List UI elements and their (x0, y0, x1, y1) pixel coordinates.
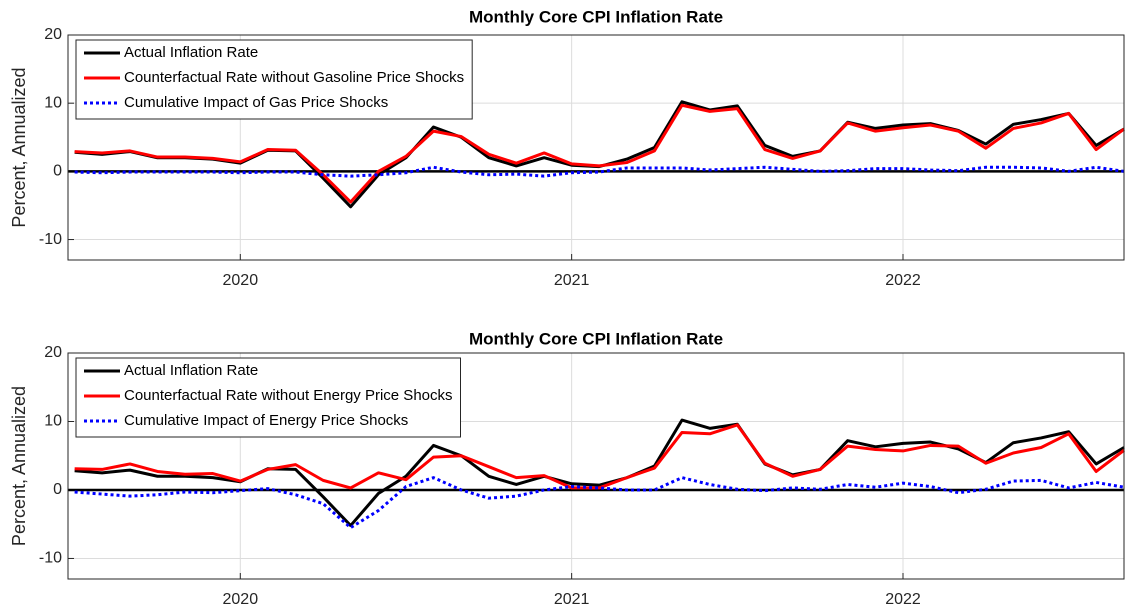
y-axis-label: Percent, Annualized (9, 67, 29, 227)
legend-box (75, 39, 473, 120)
legend-label: Cumulative Impact of Energy Price Shocks (124, 412, 408, 429)
legend-label: Counterfactual Rate without Energy Price… (124, 387, 453, 404)
y-tick-label: -10 (39, 231, 62, 248)
series-line (74, 423, 1125, 490)
legend-label: Cumulative Impact of Gas Price Shocks (124, 94, 388, 111)
x-tick-label: 2022 (885, 272, 921, 289)
x-tick-label: 2021 (554, 591, 590, 608)
y-tick-label: 0 (53, 163, 62, 180)
x-tick-label: 2020 (223, 591, 259, 608)
chart-title: Monthly Core CPI Inflation Rate (469, 329, 723, 348)
legend-label: Counterfactual Rate without Gasoline Pri… (124, 69, 464, 86)
y-tick-label: -10 (39, 550, 62, 567)
y-tick-label: 20 (44, 26, 62, 43)
legend-label: Actual Inflation Rate (124, 362, 258, 379)
x-tick-label: 2022 (885, 591, 921, 608)
legend: Actual Inflation Rate Counterfactual Rate… (75, 39, 473, 120)
legend: Actual Inflation Rate Counterfactual Rate… (75, 357, 461, 438)
series-line (74, 476, 1125, 530)
series-line (74, 165, 1125, 178)
legend-label: Actual Inflation Rate (124, 44, 258, 61)
legend-box (75, 357, 461, 438)
series-line (74, 103, 1125, 204)
chart-title: Monthly Core CPI Inflation Rate (469, 7, 723, 26)
x-tick-label: 2021 (554, 272, 590, 289)
plot: Monthly Core CPI Inflation Rate Percent, … (9, 329, 1125, 608)
y-tick-label: 10 (44, 413, 62, 430)
x-tick-label: 2020 (223, 272, 259, 289)
y-axis-label: Percent, Annualized (9, 386, 29, 546)
y-tick-label: 0 (53, 481, 62, 498)
y-tick-label: 10 (44, 94, 62, 111)
y-tick-label: 20 (44, 344, 62, 361)
axes-box (67, 352, 1125, 580)
axes-box (67, 34, 1125, 261)
plot: Monthly Core CPI Inflation Rate Percent, … (9, 7, 1125, 289)
